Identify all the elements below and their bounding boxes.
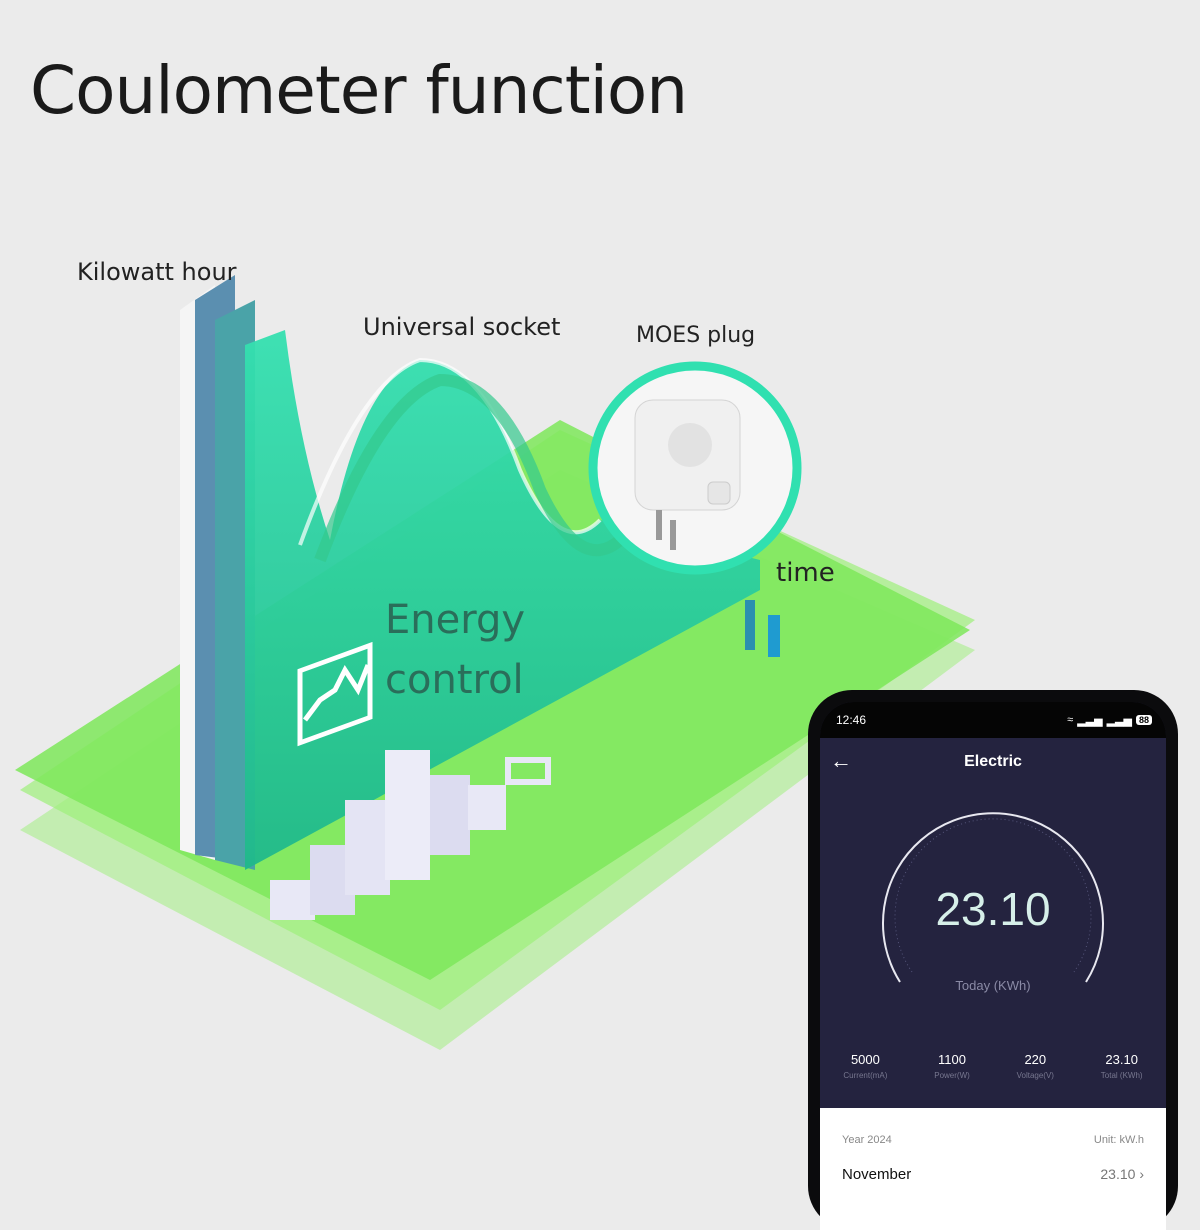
monitor-icon — [297, 641, 373, 747]
moes-plug-label: MOES plug — [636, 323, 756, 348]
stat-total: 23.10 Total (KWh) — [1100, 1052, 1143, 1080]
kilowatt-hour-label: Kilowatt hour — [77, 258, 237, 286]
moes-plug-image — [588, 361, 802, 575]
app-screen: 12:46 ≈ ▂▃▅ ▂▃▅ 88 ← Electric 23.10 Toda… — [820, 702, 1166, 1230]
wifi-icon: ≈ — [1067, 714, 1074, 726]
arrow-left-icon[interactable]: ← — [830, 748, 852, 773]
today-label: Today (KWh) — [955, 978, 1031, 993]
energy-line: Energy — [385, 597, 526, 643]
bar-blocks — [270, 600, 780, 920]
energy-control-text: Energy control — [385, 590, 525, 710]
stat-voltage: 220 Voltage(V) — [1016, 1052, 1054, 1080]
status-bar: 12:46 ≈ ▂▃▅ ▂▃▅ 88 — [820, 702, 1166, 738]
phone-mockup: 12:46 ≈ ▂▃▅ ▂▃▅ 88 ← Electric 23.10 Toda… — [808, 690, 1178, 1230]
month-row[interactable]: November 23.10 › — [842, 1166, 1144, 1183]
gauge-arc — [882, 812, 1104, 983]
kwh-wave-panels — [180, 275, 760, 870]
today-value: 23.10 — [935, 883, 1051, 935]
battery-icon: 88 — [1135, 715, 1152, 725]
stats-row: 5000 Current(mA) 1100 Power(W) 220 Voltage(… — [820, 1052, 1166, 1080]
screen-title: Electric — [964, 753, 1022, 770]
page-title: Coulometer function — [30, 52, 688, 129]
month-name: November — [842, 1166, 912, 1183]
chevron-right-icon: › — [1139, 1166, 1144, 1182]
universal-socket-label: Universal socket — [363, 313, 561, 341]
control-line: control — [385, 657, 524, 703]
year-label: Year 2024 — [842, 1134, 892, 1146]
month-value: 23.10 — [1100, 1166, 1136, 1182]
time-label: time — [776, 558, 835, 588]
unit-label: Unit: kW.h — [1093, 1134, 1144, 1146]
energy-illustration — [15, 275, 975, 1050]
stat-power: 1100 Power(W) — [934, 1052, 970, 1080]
nav-bar: ← Electric — [820, 738, 1166, 788]
stat-current: 5000 Current(mA) — [843, 1052, 888, 1080]
signal-icon: ▂▃▅ — [1077, 714, 1103, 727]
clock: 12:46 — [836, 713, 867, 727]
signal-icon: ▂▃▅ — [1106, 714, 1132, 727]
monthly-card: Year 2024 Unit: kW.h November 23.10 › — [820, 1108, 1166, 1230]
